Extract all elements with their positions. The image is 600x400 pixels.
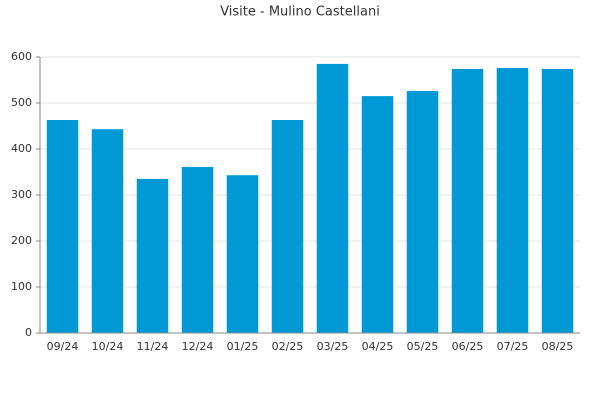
bar <box>136 178 169 333</box>
x-tick-label: 04/25 <box>362 340 394 353</box>
bar <box>406 91 439 333</box>
x-tick-label: 07/25 <box>497 340 529 353</box>
x-tick-label: 05/25 <box>407 340 439 353</box>
x-tick-label: 03/25 <box>317 340 349 353</box>
chart-title: Visite - Mulino Castellani <box>220 5 380 20</box>
x-tick-label: 08/25 <box>542 340 574 353</box>
y-tick-label: 200 <box>11 234 32 247</box>
bar <box>46 120 79 334</box>
x-tick-label: 02/25 <box>272 340 304 353</box>
y-tick-label: 300 <box>11 188 32 201</box>
x-tick-label: 11/24 <box>137 340 169 353</box>
x-tick-label: 09/24 <box>47 340 79 353</box>
bar <box>361 96 394 333</box>
y-tick-label: 0 <box>25 326 32 339</box>
bar <box>316 63 349 334</box>
x-tick-label: 06/25 <box>452 340 484 353</box>
bar <box>451 68 484 334</box>
bar <box>541 68 574 334</box>
bar <box>226 175 259 333</box>
y-tick-label: 400 <box>11 142 32 155</box>
x-tick-label: 01/25 <box>227 340 259 353</box>
x-tick-label: 12/24 <box>182 340 214 353</box>
y-tick-label: 500 <box>11 96 32 109</box>
y-tick-label: 100 <box>11 280 32 293</box>
bar <box>91 129 124 333</box>
x-tick-label: 10/24 <box>92 340 124 353</box>
y-tick-label: 600 <box>11 50 32 63</box>
bar <box>496 68 529 333</box>
bar <box>271 120 304 334</box>
bar <box>181 166 214 333</box>
